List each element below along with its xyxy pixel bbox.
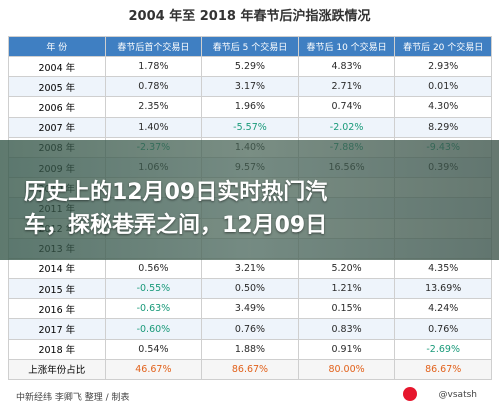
value-cell: 0.76% [201, 318, 299, 340]
table-row: 2014 年 0.56% 3.21% 5.20% 4.35% [8, 257, 492, 280]
value-cell: 3.21% [201, 257, 299, 280]
value-cell: 2.35% [104, 96, 203, 118]
summary-value: 86.67% [201, 358, 299, 381]
year-cell: 2007 年 [8, 116, 106, 138]
footer-watermark: @vsatsh [438, 390, 477, 400]
value-cell: 0.83% [297, 318, 396, 340]
year-cell: 2005 年 [8, 76, 106, 98]
table-row: 2015 年 -0.55% 0.50% 1.21% 13.69% [8, 278, 492, 300]
summary-label: 上涨年份占比 [8, 358, 106, 381]
header-day10: 春节后 10 个交易日 [297, 36, 396, 57]
year-cell: 2017 年 [8, 318, 106, 340]
value-cell: 8.29% [394, 116, 492, 138]
value-cell: -2.69% [394, 338, 492, 360]
value-cell: 1.96% [201, 96, 299, 118]
summary-row: 上涨年份占比 46.67% 86.67% 80.00% 86.67% [8, 358, 492, 381]
table-row: 2016 年 -0.63% 3.49% 0.15% 4.24% [8, 298, 492, 320]
value-cell: 3.17% [201, 76, 299, 98]
value-cell: -0.63% [104, 298, 203, 320]
value-cell: 4.35% [394, 257, 492, 280]
headline-overlay [0, 140, 499, 260]
table-row: 2005 年 0.78% 3.17% 2.71% 0.01% [8, 76, 492, 98]
header-day5: 春节后 5 个交易日 [201, 36, 299, 57]
table-row: 2007 年 1.40% -5.57% -2.02% 8.29% [8, 116, 492, 138]
header-year: 年 份 [8, 36, 106, 57]
value-cell: -5.57% [201, 116, 299, 138]
value-cell: -2.02% [297, 116, 396, 138]
value-cell: 0.91% [297, 338, 396, 360]
headline-text: 历史上的12月09日实时热门汽 车，探秘巷弄之间，12月09日 [24, 180, 328, 238]
value-cell: 0.15% [297, 298, 396, 320]
table-title: 2004 年至 2018 年春节后沪指涨跌情况 [128, 9, 371, 24]
value-cell: 0.01% [394, 76, 492, 98]
header-day20: 春节后 20 个交易日 [394, 36, 492, 57]
value-cell: 0.76% [394, 318, 492, 340]
value-cell: 1.21% [297, 278, 396, 300]
year-cell: 2018 年 [8, 338, 106, 360]
value-cell: 2.93% [394, 55, 492, 78]
value-cell: 13.69% [394, 278, 492, 300]
value-cell: 1.40% [104, 116, 203, 138]
value-cell: 5.29% [201, 55, 299, 78]
value-cell: 5.20% [297, 257, 396, 280]
summary-value: 80.00% [297, 358, 396, 381]
summary-value: 86.67% [394, 358, 492, 381]
table-row: 2017 年 -0.60% 0.76% 0.83% 0.76% [8, 318, 492, 340]
value-cell: -0.55% [104, 278, 203, 300]
value-cell: 0.56% [104, 257, 203, 280]
value-cell: 4.30% [394, 96, 492, 118]
value-cell: 2.71% [297, 76, 396, 98]
footer-credit: 中新经纬 李卿飞 整理 / 制表 [16, 393, 130, 403]
value-cell: -0.60% [104, 318, 203, 340]
value-cell: 0.74% [297, 96, 396, 118]
value-cell: 1.78% [104, 55, 203, 78]
value-cell: 0.78% [104, 76, 203, 98]
table-row: 2018 年 0.54% 1.88% 0.91% -2.69% [8, 338, 492, 360]
value-cell: 4.24% [394, 298, 492, 320]
value-cell: 4.83% [297, 55, 396, 78]
table-header-row: 年 份 春节后首个交易日 春节后 5 个交易日 春节后 10 个交易日 春节后 … [8, 36, 492, 57]
summary-value: 46.67% [104, 358, 203, 381]
value-cell: 1.88% [201, 338, 299, 360]
value-cell: 0.50% [201, 278, 299, 300]
weibo-icon [403, 387, 417, 401]
year-cell: 2006 年 [8, 96, 106, 118]
table-row: 2006 年 2.35% 1.96% 0.74% 4.30% [8, 96, 492, 118]
header-day1: 春节后首个交易日 [104, 36, 203, 57]
year-cell: 2014 年 [8, 257, 106, 280]
value-cell: 3.49% [201, 298, 299, 320]
year-cell: 2016 年 [8, 298, 106, 320]
year-cell: 2004 年 [8, 55, 106, 78]
year-cell: 2015 年 [8, 278, 106, 300]
table-row: 2004 年 1.78% 5.29% 4.83% 2.93% [8, 55, 492, 78]
value-cell: 0.54% [104, 338, 203, 360]
